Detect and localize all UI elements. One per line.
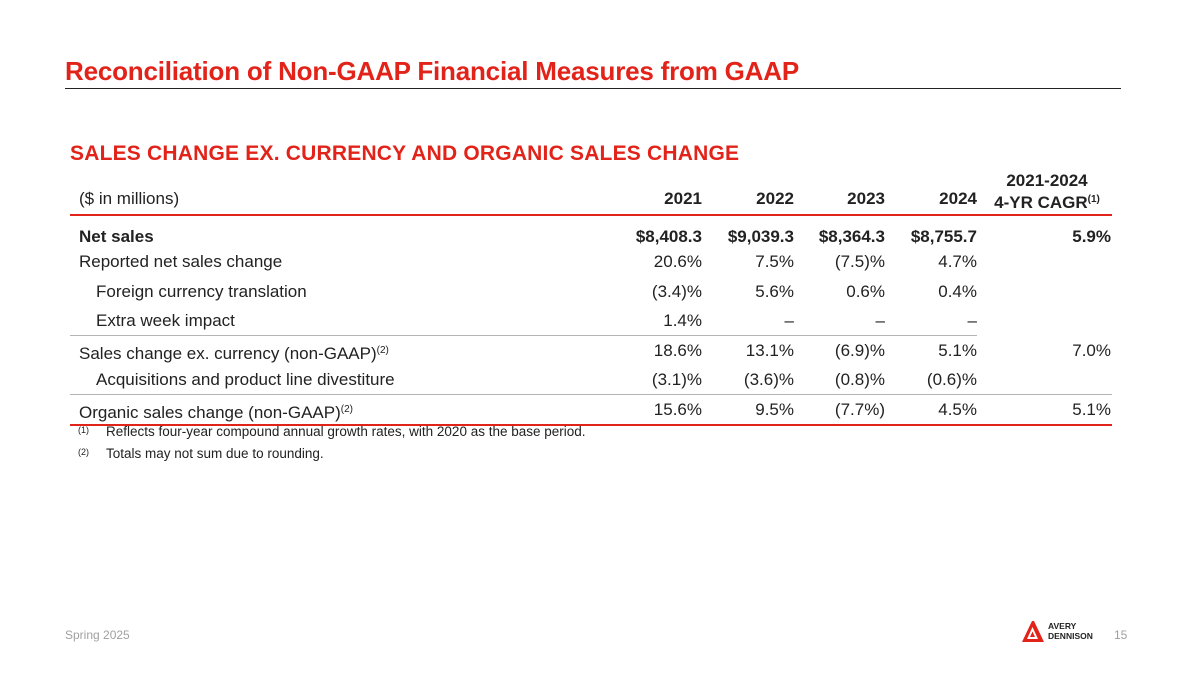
value-2021: (3.4)% [651,282,702,301]
cagr-period: 2021-2024 [1006,171,1088,190]
value-2021: (3.1)% [651,370,702,389]
table-header-row: ($ in millions) 2021 2022 2023 2024 2021… [70,168,1112,212]
value-cagr: 5.9% [1072,227,1111,246]
footnote-text: Reflects four-year compound annual growt… [106,424,586,439]
value-2022: 7.5% [755,252,794,271]
footnote-mark: (2) [78,447,89,457]
value-2021: 15.6% [653,400,702,419]
sales-change-table: ($ in millions) 2021 2022 2023 2024 2021… [70,168,1112,426]
row-label: Foreign currency translation [96,282,307,301]
row-label: Net sales [79,227,154,246]
footnote: (2) Totals may not sum due to rounding. [78,446,324,461]
row-label: Organic sales change (non-GAAP)(2) [79,403,353,422]
page-number: 15 [1114,628,1128,642]
table-row: Sales change ex. currency (non-GAAP)(2) … [70,336,1112,365]
column-header-2022: 2022 [756,189,794,208]
page-title: Reconciliation of Non-GAAP Financial Mea… [65,56,799,86]
footnote-mark: (2) [340,404,353,415]
value-2023: $8,364.3 [818,227,885,246]
value-2023: (7.5)% [834,252,885,271]
table-row: Organic sales change (non-GAAP)(2) 15.6%… [70,395,1112,424]
value-2024: 4.7% [938,252,977,271]
column-header-2023: 2023 [847,189,885,208]
value-2024: 5.1% [938,341,977,360]
logo-text-line2: DENNISON [1048,631,1093,641]
column-header-2024: 2024 [939,189,977,208]
value-2022: – [784,311,794,330]
table-row: Net sales $8,408.3 $9,039.3 $8,364.3 $8,… [70,222,1112,251]
cagr-footnote-mark: (1) [1087,194,1100,205]
title-divider [65,88,1121,89]
value-2021: 1.4% [663,311,702,330]
table-row: Acquisitions and product line divestitur… [70,365,1112,394]
value-2021: 20.6% [653,252,702,271]
logo-mark-icon [1022,621,1044,642]
value-2023: (7.7%) [834,400,885,419]
section-title: SALES CHANGE EX. CURRENCY AND ORGANIC SA… [70,142,740,165]
footnote-mark: (1) [78,425,89,435]
row-label: Reported net sales change [79,252,283,271]
logo-text-line1: AVERY [1048,621,1077,631]
footnote-text: Totals may not sum due to rounding. [106,446,324,461]
value-2023: (0.8)% [834,370,885,389]
footnote: (1) Reflects four-year compound annual gr… [78,424,586,439]
value-2022: 9.5% [755,400,794,419]
table-bottom-rule [70,424,1112,426]
value-2021: $8,408.3 [635,227,702,246]
table-row: Foreign currency translation (3.4)% 5.6%… [70,277,1112,306]
value-2024: 4.5% [938,400,977,419]
cagr-label: 4-YR CAGR [994,193,1088,212]
row-divider [70,335,1112,336]
units-label: ($ in millions) [79,189,180,208]
value-2021: 18.6% [653,341,702,360]
value-2023: (6.9)% [834,341,885,360]
value-2022: 13.1% [745,341,794,360]
value-2024: 0.4% [938,282,977,301]
row-label: Acquisitions and product line divestitur… [96,370,395,389]
value-2023: 0.6% [846,282,885,301]
value-2022: (3.6)% [743,370,794,389]
header-divider [70,214,1112,216]
avery-dennison-logo: AVERY DENNISON [1020,618,1096,644]
column-header-cagr: 2021-2024 4-YR CAGR(1) [982,171,1112,212]
value-2024: $8,755.7 [910,227,977,246]
row-divider [70,394,1112,395]
value-2023: – [875,311,885,330]
value-2024: (0.6)% [926,370,977,389]
value-cagr: 7.0% [1072,341,1111,360]
column-header-2021: 2021 [664,189,702,208]
footnote-mark: (2) [376,345,389,356]
value-2022: 5.6% [755,282,794,301]
row-label: Extra week impact [96,311,235,330]
value-2024: – [967,311,977,330]
value-cagr: 5.1% [1072,400,1111,419]
table-row: Extra week impact 1.4% – – – [70,306,1112,335]
footer-date: Spring 2025 [65,628,130,642]
value-2022: $9,039.3 [727,227,794,246]
table-row: Reported net sales change 20.6% 7.5% (7.… [70,251,1112,277]
row-label: Sales change ex. currency (non-GAAP)(2) [79,344,389,363]
